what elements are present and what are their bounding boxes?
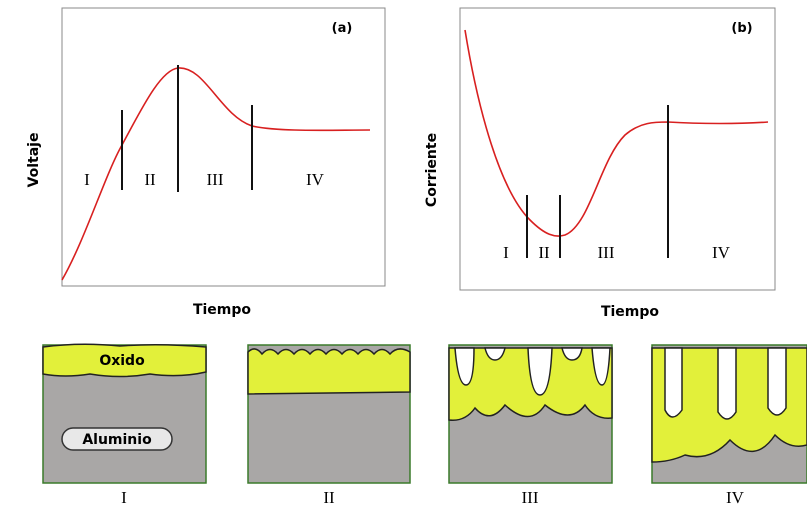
- y-axis-label: Corriente: [424, 133, 440, 207]
- phase-label: I: [84, 170, 90, 189]
- phase-label: III: [598, 243, 615, 262]
- figure: (a) Voltaje Tiempo I II III IV (b) Corri…: [0, 0, 807, 510]
- phase-label: IV: [712, 243, 731, 262]
- y-axis-label: Voltaje: [26, 133, 42, 188]
- stage-label: IV: [726, 488, 745, 507]
- phase-label: IV: [306, 170, 325, 189]
- phase-label: III: [207, 170, 224, 189]
- panel-frame: [62, 8, 385, 286]
- x-axis-label: Tiempo: [193, 302, 251, 318]
- phase-label: II: [144, 170, 156, 189]
- stage-label: II: [323, 488, 335, 507]
- x-axis-label: Tiempo: [601, 304, 659, 320]
- panel-label: (a): [332, 21, 353, 36]
- oxide-label: Oxido: [99, 353, 145, 369]
- stage-label: I: [121, 488, 127, 507]
- phase-label: I: [503, 243, 509, 262]
- stage-label: III: [522, 488, 539, 507]
- oxide-layer: [248, 349, 410, 394]
- metal-label: Aluminio: [82, 432, 152, 448]
- pore: [718, 348, 736, 419]
- phase-label: II: [538, 243, 550, 262]
- pore: [665, 348, 682, 417]
- pore: [768, 348, 786, 415]
- panel-label: (b): [731, 21, 752, 36]
